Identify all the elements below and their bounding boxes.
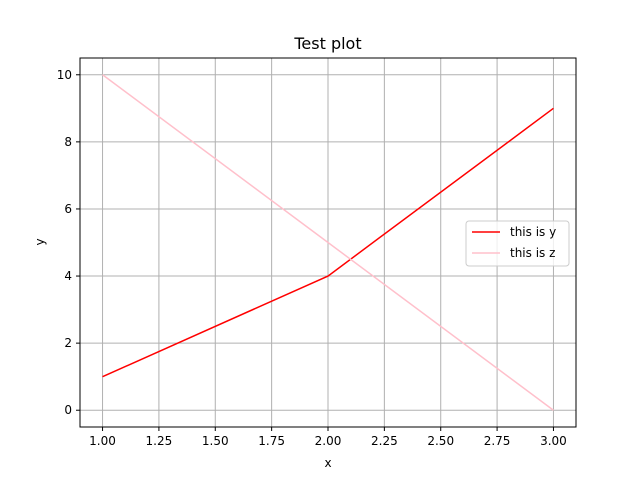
y-axis-label: y xyxy=(33,238,47,245)
x-tick-label: 1.50 xyxy=(202,434,229,448)
y-tick-label: 8 xyxy=(64,135,72,149)
legend-label: this is z xyxy=(510,246,555,260)
grid xyxy=(80,58,576,427)
x-tick-label: 2.50 xyxy=(427,434,454,448)
y-tick-label: 4 xyxy=(64,269,72,283)
series-line-2 xyxy=(102,74,554,411)
x-tick-label: 2.25 xyxy=(371,434,398,448)
x-tick-label: 2.75 xyxy=(484,434,511,448)
x-axis-ticks: 1.00 1.25 1.50 1.75 2.00 2.25 2.50 2.75 3.00 xyxy=(89,427,567,448)
x-tick-label: 1.75 xyxy=(258,434,285,448)
x-tick-label: 1.00 xyxy=(89,434,116,448)
legend-label: this is y xyxy=(510,225,556,239)
series-line-1 xyxy=(102,107,554,378)
x-tick-label: 2.00 xyxy=(315,434,342,448)
legend: this is y this is z xyxy=(465,220,570,267)
series-lines xyxy=(102,74,554,411)
x-tick-label: 1.25 xyxy=(146,434,173,448)
y-tick-label: 2 xyxy=(64,336,72,350)
x-tick-label: 3.00 xyxy=(540,434,567,448)
x-axis-label: x xyxy=(324,456,331,470)
y-tick-label: 0 xyxy=(64,403,72,417)
y-axis-ticks: 0 2 4 6 8 10 xyxy=(57,68,80,417)
chart-title: Test plot xyxy=(293,34,361,53)
y-tick-label: 6 xyxy=(64,202,72,216)
y-tick-label: 10 xyxy=(57,68,72,82)
